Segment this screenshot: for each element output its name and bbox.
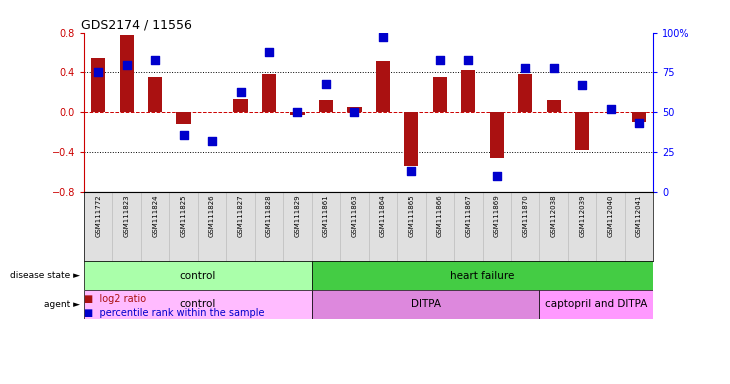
Bar bbox=[632, 112, 646, 122]
Bar bbox=[312, 261, 653, 290]
Bar bbox=[112, 192, 141, 261]
Text: GSM111824: GSM111824 bbox=[152, 194, 158, 237]
Bar bbox=[141, 192, 169, 261]
Bar bbox=[568, 192, 596, 261]
Point bbox=[349, 109, 361, 115]
Point bbox=[292, 109, 304, 115]
Bar bbox=[539, 192, 568, 261]
Point bbox=[377, 34, 388, 40]
Bar bbox=[596, 192, 625, 261]
Text: GSM111865: GSM111865 bbox=[408, 194, 415, 237]
Bar bbox=[483, 192, 511, 261]
Text: ■  log2 ratio: ■ log2 ratio bbox=[84, 294, 146, 304]
Bar bbox=[226, 192, 255, 261]
Text: disease state ►: disease state ► bbox=[10, 271, 80, 280]
Text: GSM111866: GSM111866 bbox=[437, 194, 443, 237]
Bar bbox=[262, 74, 276, 112]
Text: GSM111870: GSM111870 bbox=[522, 194, 529, 237]
Point bbox=[121, 61, 133, 68]
Point bbox=[519, 65, 531, 71]
Bar bbox=[312, 290, 539, 319]
Text: GSM112038: GSM112038 bbox=[550, 194, 557, 237]
Text: GDS2174 / 11556: GDS2174 / 11556 bbox=[81, 18, 192, 31]
Text: DITPA: DITPA bbox=[410, 299, 441, 310]
Point bbox=[634, 121, 645, 127]
Bar bbox=[84, 192, 112, 261]
Text: GSM111869: GSM111869 bbox=[493, 194, 500, 237]
Text: GSM111863: GSM111863 bbox=[351, 194, 358, 237]
Bar bbox=[625, 192, 653, 261]
Text: GSM111828: GSM111828 bbox=[266, 194, 272, 237]
Bar bbox=[234, 99, 247, 112]
Point bbox=[463, 57, 474, 63]
Point bbox=[206, 138, 218, 144]
Bar bbox=[575, 112, 589, 150]
Bar bbox=[91, 58, 105, 112]
Text: GSM111827: GSM111827 bbox=[237, 194, 244, 237]
Text: heart failure: heart failure bbox=[450, 270, 515, 281]
Bar bbox=[397, 192, 426, 261]
Bar bbox=[84, 290, 312, 319]
Point bbox=[92, 70, 104, 76]
Bar bbox=[511, 192, 539, 261]
Point bbox=[178, 132, 190, 138]
Text: agent ►: agent ► bbox=[45, 300, 80, 309]
Point bbox=[577, 82, 588, 88]
Bar bbox=[312, 192, 340, 261]
Point bbox=[434, 57, 445, 63]
Point bbox=[548, 65, 559, 71]
Bar bbox=[426, 192, 454, 261]
Text: control: control bbox=[180, 270, 216, 281]
Bar bbox=[198, 192, 226, 261]
Bar bbox=[177, 112, 191, 124]
Bar bbox=[283, 192, 312, 261]
Bar bbox=[169, 192, 198, 261]
Bar bbox=[454, 192, 483, 261]
Bar bbox=[291, 112, 304, 115]
Text: GSM111825: GSM111825 bbox=[180, 194, 187, 237]
Bar bbox=[319, 100, 333, 112]
Text: GSM111826: GSM111826 bbox=[209, 194, 215, 237]
Text: ■  percentile rank within the sample: ■ percentile rank within the sample bbox=[84, 308, 264, 318]
Text: GSM111829: GSM111829 bbox=[294, 194, 301, 237]
Point bbox=[149, 57, 161, 63]
Point bbox=[406, 168, 418, 174]
Bar bbox=[369, 192, 397, 261]
Text: GSM112039: GSM112039 bbox=[579, 194, 585, 237]
Bar bbox=[547, 100, 561, 112]
Text: GSM111864: GSM111864 bbox=[380, 194, 386, 237]
Bar bbox=[490, 112, 504, 158]
Point bbox=[491, 173, 502, 179]
Text: control: control bbox=[180, 299, 216, 310]
Bar bbox=[518, 74, 532, 112]
Bar bbox=[347, 108, 361, 112]
Point bbox=[604, 106, 616, 112]
Text: GSM112040: GSM112040 bbox=[607, 194, 614, 237]
Text: GSM111861: GSM111861 bbox=[323, 194, 329, 237]
Bar bbox=[433, 78, 447, 112]
Text: GSM111867: GSM111867 bbox=[465, 194, 472, 237]
Text: GSM111772: GSM111772 bbox=[95, 194, 101, 237]
Bar bbox=[461, 71, 475, 112]
Text: GSM111823: GSM111823 bbox=[123, 194, 130, 237]
Bar bbox=[148, 78, 162, 112]
Bar bbox=[376, 61, 390, 112]
Bar bbox=[84, 261, 312, 290]
Text: captopril and DITPA: captopril and DITPA bbox=[545, 299, 648, 310]
Text: GSM112041: GSM112041 bbox=[636, 194, 642, 237]
Bar bbox=[255, 192, 283, 261]
Bar bbox=[539, 290, 653, 319]
Point bbox=[320, 81, 331, 87]
Bar bbox=[404, 112, 418, 166]
Bar bbox=[120, 35, 134, 112]
Point bbox=[263, 49, 274, 55]
Point bbox=[235, 89, 247, 95]
Bar bbox=[340, 192, 369, 261]
